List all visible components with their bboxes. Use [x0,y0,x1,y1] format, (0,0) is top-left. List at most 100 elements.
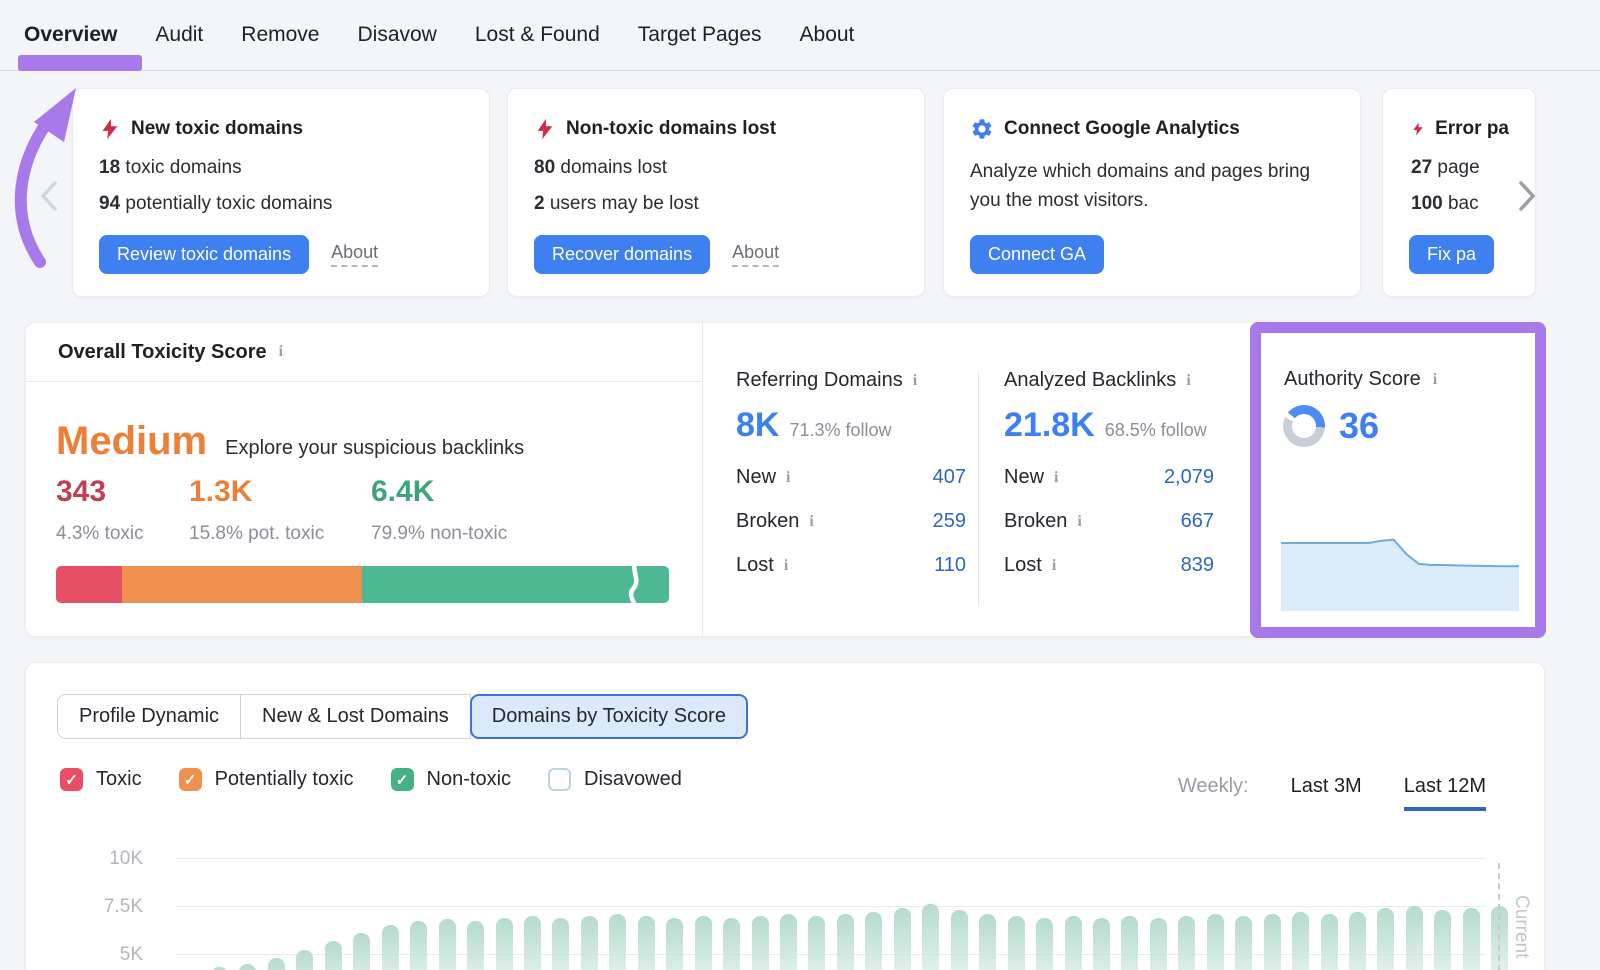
chart-bar[interactable] [523,915,541,970]
chart-bar[interactable] [353,932,371,970]
chart-bar[interactable] [495,917,513,970]
chart-bar[interactable] [979,913,997,970]
chart-bar[interactable] [666,917,684,970]
stat-value-link[interactable]: 407 [932,466,966,488]
nav-item-audit[interactable]: Audit [155,23,204,46]
nav-item-about[interactable]: About [799,23,855,46]
chart-bar[interactable] [1405,906,1423,970]
chart-bar[interactable] [751,915,769,970]
checkbox-checked-icon[interactable]: ✓ [390,768,414,791]
filter-toxic[interactable]: ✓ Toxic [60,768,142,791]
chart-bar[interactable] [694,915,712,970]
explore-backlinks-link[interactable]: Explore your suspicious backlinks [225,437,525,459]
gridline-5k [176,954,1486,955]
chart-bar[interactable] [609,913,627,970]
card-title: Connect Google Analytics [1004,118,1240,139]
chart-bar[interactable] [922,904,940,970]
chart-bar[interactable] [324,940,342,970]
tab-profile-dynamic[interactable]: Profile Dynamic [57,694,242,739]
info-icon[interactable]: i [786,468,791,486]
chart-bar[interactable] [267,957,285,970]
tab-new-lost-domains[interactable]: New & Lost Domains [240,694,471,739]
chart-bar[interactable] [1235,915,1253,970]
chart-bar[interactable] [1178,915,1196,970]
chart-bar[interactable] [1377,907,1395,970]
nav-item-overview[interactable]: Overview [24,23,118,46]
nav-item-disavow[interactable]: Disavow [357,23,437,46]
card-title: New toxic domains [131,118,304,139]
review-toxic-domains-button[interactable]: Review toxic domains [99,235,310,274]
chart-bar[interactable] [580,915,598,970]
chart-bar[interactable] [1007,915,1025,970]
info-icon[interactable]: i [1432,370,1438,388]
chart-bar[interactable] [1206,913,1224,970]
chart-bar[interactable] [296,950,314,970]
chart-bar[interactable] [381,925,399,970]
referring-domains-total[interactable]: 8K [736,406,780,444]
chart-bar[interactable] [836,913,854,970]
chart-bar[interactable] [1121,915,1139,970]
checkbox-checked-icon[interactable]: ✓ [60,768,83,791]
period-last-3m[interactable]: Last 3M [1290,775,1362,797]
nav-item-lost-found[interactable]: Lost & Found [474,23,600,46]
stat-value-link[interactable]: 2,079 [1163,466,1214,488]
chart-bar[interactable] [1149,917,1167,970]
chart-bar[interactable] [950,909,968,970]
stat-value-link[interactable]: 839 [1180,554,1214,576]
chart-bar[interactable] [1092,917,1110,970]
info-icon[interactable]: i [1054,468,1059,486]
chart-bar[interactable] [211,967,228,970]
card-connect-google-analytics: Connect Google Analytics Analyze which d… [943,88,1361,297]
info-icon[interactable]: i [912,371,918,389]
fix-pages-button[interactable]: Fix pa [1409,235,1495,274]
checkbox-checked-icon[interactable]: ✓ [178,768,202,791]
stat-value-link[interactable]: 667 [1180,510,1214,532]
chart-bar[interactable] [1434,909,1452,970]
stat-row-lost: Lost i 110 [736,554,966,576]
info-icon[interactable]: i [1051,556,1057,574]
chart-bar[interactable] [1036,917,1054,970]
checkbox-unchecked-icon[interactable] [548,768,572,791]
stat-value-link[interactable]: 259 [932,510,966,532]
nav-item-remove[interactable]: Remove [241,23,320,46]
stat-value-link[interactable]: 110 [934,554,966,576]
info-icon[interactable]: i [1077,512,1082,530]
nav-item-target-pages[interactable]: Target Pages [637,23,762,46]
chart-bar[interactable] [1349,911,1366,970]
connect-ga-button[interactable]: Connect GA [970,235,1105,274]
info-icon[interactable]: i [809,512,814,530]
info-icon[interactable]: i [783,556,789,574]
filter-potentially-toxic[interactable]: ✓ Potentially toxic [178,768,354,791]
tab-domains-by-toxicity-score[interactable]: Domains by Toxicity Score [469,694,748,739]
filter-disavowed[interactable]: Disavowed [548,768,682,791]
chart-bar[interactable] [865,911,883,970]
chart-bar[interactable] [637,915,655,970]
chart-bar[interactable] [438,919,456,970]
info-icon[interactable]: i [1186,371,1191,389]
chart-bar[interactable] [1064,915,1082,970]
chart-bar[interactable] [467,921,485,970]
carousel-prev-icon[interactable] [36,178,62,214]
chart-bar[interactable] [1320,913,1338,970]
chart-bar[interactable] [552,917,570,970]
card-stat-line: 27 page [1411,157,1480,178]
chart-bar[interactable] [410,921,428,970]
chart-bar[interactable] [893,907,911,970]
overview-highlight-underline [18,55,142,71]
about-link[interactable]: About [732,242,780,267]
info-icon[interactable]: i [278,343,284,360]
about-link[interactable]: About [331,242,379,267]
period-last-12m[interactable]: Last 12M [1403,775,1486,811]
chart-bar[interactable] [239,963,257,970]
filter-non-toxic[interactable]: ✓ Non-toxic [390,768,511,791]
chart-bar[interactable] [1462,907,1480,970]
chart-bar[interactable] [780,913,797,970]
chart-bar[interactable] [723,917,741,970]
chart-bar[interactable] [808,915,826,970]
recover-domains-button[interactable]: Recover domains [534,235,711,274]
carousel-next-icon[interactable] [1514,178,1540,214]
chart-bar[interactable] [1263,913,1281,970]
chart-bar[interactable] [1292,911,1310,970]
analyzed-backlinks-total[interactable]: 21.8K [1004,406,1095,444]
card-title: Error pa [1435,118,1509,139]
